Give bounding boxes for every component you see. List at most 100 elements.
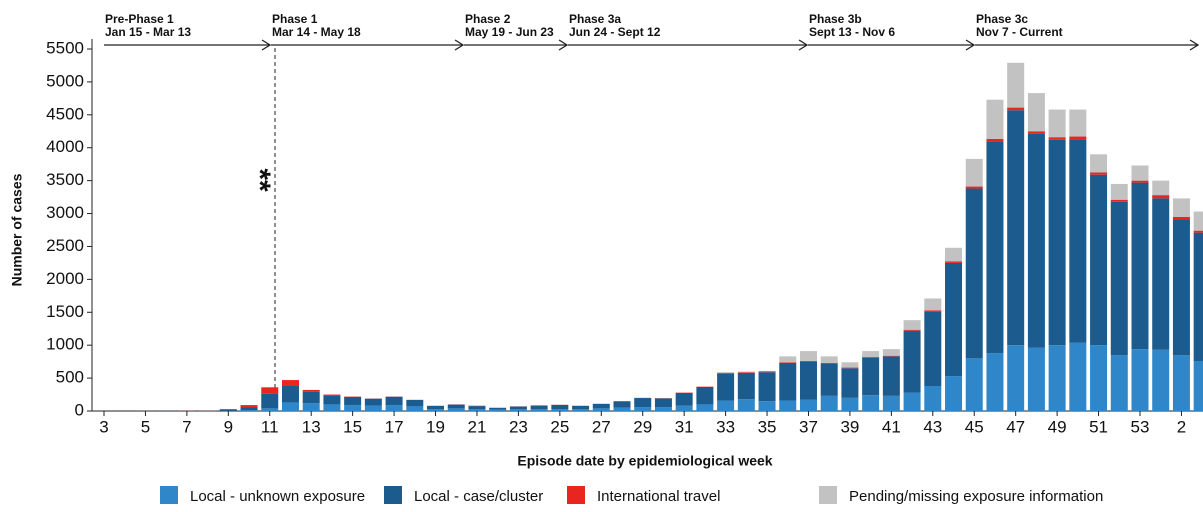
bar-segment xyxy=(219,409,237,411)
bar-segment xyxy=(965,158,983,187)
bar-segment xyxy=(841,362,859,368)
y-tick-label: 500 xyxy=(56,368,84,387)
bar-segment xyxy=(841,397,859,411)
bar-segment xyxy=(1172,216,1190,220)
phase-label: Phase 3a xyxy=(569,12,621,26)
bar-segment xyxy=(447,408,465,411)
bar-segment xyxy=(799,399,817,411)
bar-segment xyxy=(882,395,900,411)
bar-segment xyxy=(1007,62,1025,108)
bar-segment xyxy=(385,396,403,406)
bar-segment xyxy=(737,371,755,373)
bar-segment xyxy=(841,368,859,398)
bar-segment xyxy=(323,395,341,405)
bar-segment xyxy=(1131,349,1149,411)
x-tick-label: 49 xyxy=(1048,417,1067,436)
legend-swatch xyxy=(567,486,585,504)
x-tick-label: 11 xyxy=(261,417,279,436)
bar-segment xyxy=(882,356,900,396)
bar-segment xyxy=(572,405,590,410)
bar-segment xyxy=(385,405,403,411)
bar-segment xyxy=(302,389,320,392)
bar-segment xyxy=(1152,180,1170,196)
bar-segment xyxy=(302,391,320,404)
bar-segment xyxy=(1027,93,1045,132)
y-tick-label: 4500 xyxy=(46,104,84,123)
bar-segment xyxy=(1172,219,1190,356)
bar-segment xyxy=(1090,172,1108,175)
bar-segment xyxy=(779,400,797,411)
bar-segment xyxy=(820,356,838,363)
x-tick-label: 5 xyxy=(141,417,150,436)
bar-segment xyxy=(945,247,963,262)
x-tick-label: 39 xyxy=(840,417,859,436)
bar-segment xyxy=(986,141,1004,354)
bar-segment xyxy=(530,405,548,410)
bar-segment xyxy=(427,409,445,411)
bar-segment xyxy=(737,372,755,400)
legend-swatch xyxy=(384,486,402,504)
bar-segment xyxy=(572,409,590,411)
bar-segment xyxy=(862,357,880,396)
bar-segment xyxy=(862,357,880,358)
bar-segment xyxy=(1110,183,1128,200)
x-tick-label: 53 xyxy=(1131,417,1150,436)
bar-segment xyxy=(1007,110,1025,346)
x-tick-label: 43 xyxy=(923,417,942,436)
y-tick-label: 3500 xyxy=(46,170,84,189)
bar-segment xyxy=(799,361,817,400)
bar-segment xyxy=(758,371,776,373)
bar-segment xyxy=(924,310,942,312)
phase-arrowhead xyxy=(1189,39,1200,51)
bar-segment xyxy=(758,370,776,372)
bar-segment xyxy=(1007,345,1025,411)
x-tick-label: 13 xyxy=(302,417,321,436)
bar-segment xyxy=(1193,360,1203,411)
x-tick-label: 2 xyxy=(1177,417,1186,436)
bar-segment xyxy=(696,386,714,405)
bar-segment xyxy=(240,410,258,411)
bar-segment xyxy=(717,372,735,374)
phase-dates: May 19 - Jun 23 xyxy=(465,25,554,39)
y-tick-label: 5000 xyxy=(46,71,84,90)
bar-segment xyxy=(1048,137,1066,140)
legend-swatch xyxy=(160,486,178,504)
bar-segment xyxy=(1110,355,1128,411)
x-tick-label: 3 xyxy=(99,417,108,436)
y-tick-label: 1000 xyxy=(46,335,84,354)
bar-segment xyxy=(1090,154,1108,173)
phase-arrowhead xyxy=(798,39,809,51)
x-tick-label: 41 xyxy=(882,417,901,436)
y-tick-label: 2000 xyxy=(46,269,84,288)
bar-segment xyxy=(364,405,382,411)
phase-label: Pre-Phase 1 xyxy=(105,12,174,26)
bar-segment xyxy=(551,409,569,411)
bar-segment xyxy=(820,395,838,411)
annotation: ** xyxy=(243,168,276,192)
bar-segment xyxy=(758,401,776,411)
bar-segment xyxy=(945,261,963,263)
bar-segment xyxy=(1172,198,1190,217)
bar-segment xyxy=(924,298,942,311)
bar-segment xyxy=(779,362,797,363)
bar-segment xyxy=(965,188,983,359)
bar-segment xyxy=(758,372,776,402)
bar-segment xyxy=(924,385,942,411)
bar-segment xyxy=(1193,232,1203,361)
bar-segment xyxy=(820,362,838,364)
phase-label: Phase 2 xyxy=(465,12,511,26)
bar-segment xyxy=(862,351,880,358)
bar-segment xyxy=(406,399,424,407)
phase-dates: Mar 14 - May 18 xyxy=(272,25,361,39)
bar-segment xyxy=(592,408,610,411)
bar-segment xyxy=(717,372,735,373)
bar-segment xyxy=(862,395,880,411)
phase-arrowhead xyxy=(454,39,465,51)
phase-dates: Sept 13 - Nov 6 xyxy=(809,25,895,39)
bar-segment xyxy=(281,385,299,403)
phase-arrowhead xyxy=(965,39,976,51)
bar-segment xyxy=(261,393,279,409)
phase-label: Phase 3c xyxy=(976,12,1028,26)
bar-segment xyxy=(489,407,507,410)
x-tick-label: 15 xyxy=(343,417,362,436)
